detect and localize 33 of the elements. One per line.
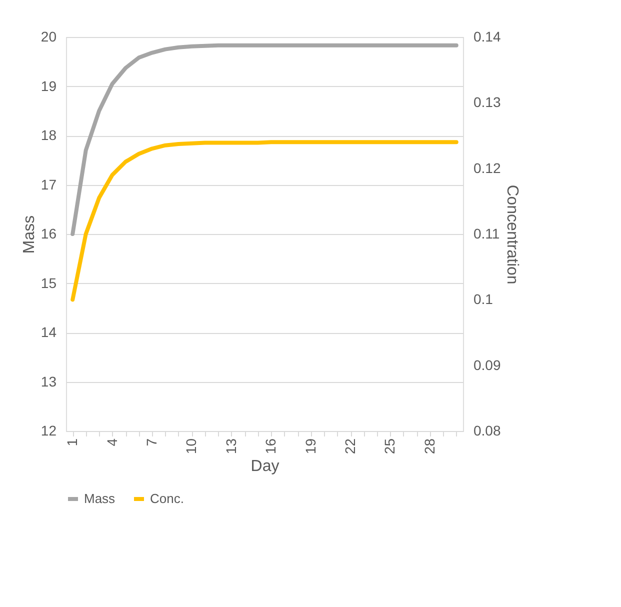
y-tick-label: 19 <box>40 78 57 94</box>
y-tick-label: 16 <box>40 226 57 242</box>
line-series <box>70 43 458 236</box>
y-tick-label: 17 <box>40 176 57 192</box>
x-tick-label: 22 <box>342 438 358 454</box>
y-tick-label: 15 <box>40 274 57 291</box>
y2-tick-label: 0.13 <box>474 94 501 110</box>
x-axis-title: Day <box>250 458 280 476</box>
y-tick-label: 12 <box>40 422 57 438</box>
y-tick-label: 14 <box>40 324 57 340</box>
y2-tick-label: 0.14 <box>474 28 501 44</box>
x-tick-label: 1 <box>64 438 80 446</box>
x-tick-label: 4 <box>104 438 120 446</box>
y-tick-label: 18 <box>40 127 57 143</box>
y2-tick-label: 0.09 <box>474 356 501 373</box>
y2-tick-label: 0.08 <box>474 422 501 438</box>
x-tick-label: 10 <box>183 438 200 454</box>
y2-tick-label: 0.11 <box>474 226 500 242</box>
legend-label: Conc. <box>150 491 184 506</box>
x-tick-label: 28 <box>421 438 438 454</box>
x-tick-label: 7 <box>144 438 160 446</box>
y-axis-title: Mass <box>20 215 38 254</box>
y-tick-label: 20 <box>40 28 57 44</box>
y-tick-label: 13 <box>40 373 57 390</box>
x-tick-label: 16 <box>262 438 279 454</box>
y2-tick-label: 0.1 <box>474 291 494 308</box>
y2-axis-title: Concentration <box>504 184 521 284</box>
x-tick-label: 19 <box>302 438 318 454</box>
line-series <box>70 140 458 302</box>
legend-label: Mass <box>84 491 116 506</box>
y2-tick-label: 0.12 <box>474 160 501 176</box>
x-tick-label: 25 <box>382 438 398 454</box>
x-tick-label: 13 <box>222 438 239 454</box>
